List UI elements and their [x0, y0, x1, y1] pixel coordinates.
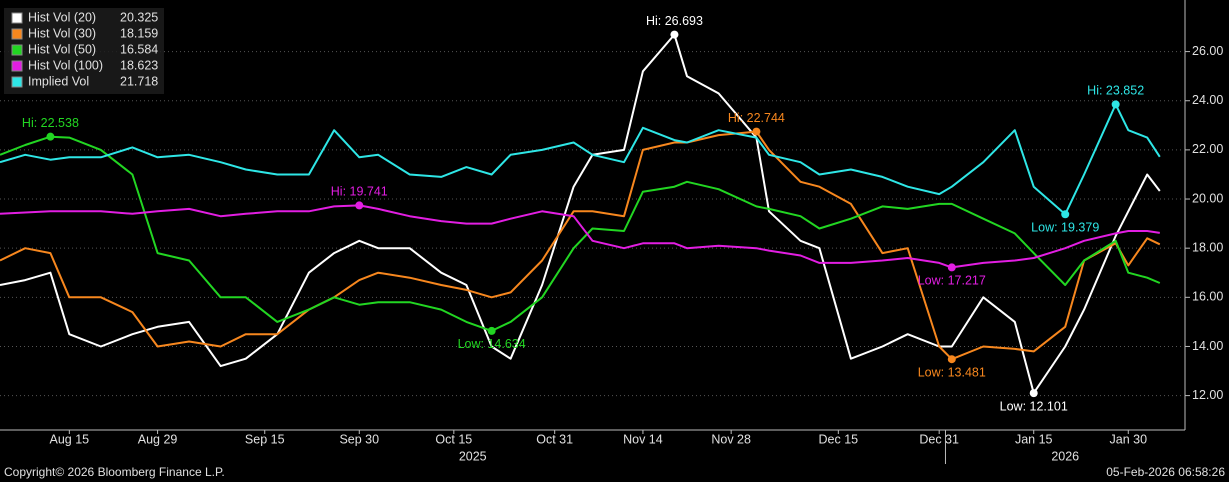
y-tick-label: 24.00 [1192, 93, 1223, 107]
legend-swatch [11, 28, 23, 40]
extreme-label: Low: 19.379 [1031, 221, 1099, 235]
x-tick-label: Aug 15 [50, 432, 90, 446]
x-tick-label: Nov 14 [623, 432, 663, 446]
y-tick-label: 18.00 [1192, 240, 1223, 254]
extreme-marker [752, 127, 761, 136]
y-tick-label: 26.00 [1192, 44, 1223, 58]
series-line [0, 103, 1161, 216]
x-tick-label: Jan 30 [1110, 432, 1148, 446]
legend-swatch [11, 12, 23, 24]
extreme-marker [947, 355, 956, 364]
x-tick-label: Sep 30 [339, 432, 379, 446]
y-tick-label: 16.00 [1192, 290, 1223, 304]
extreme-label: Hi: 19.741 [331, 185, 388, 199]
legend-label: Hist Vol (20) [28, 10, 96, 24]
timestamp: 05-Feb-2026 06:58:26 [1106, 465, 1225, 479]
x-tick-label: Oct 15 [435, 432, 472, 446]
legend-label: Implied Vol [28, 74, 89, 88]
x-tick-label: Dec 15 [819, 432, 859, 446]
legend-label: Hist Vol (50) [28, 42, 96, 56]
x-tick-label: Aug 29 [138, 432, 178, 446]
extreme-label: Low: 14.634 [458, 337, 526, 351]
x-tick-label: Nov 28 [711, 432, 751, 446]
y-tick-label: 14.00 [1192, 339, 1223, 353]
extreme-label: Hi: 22.538 [22, 116, 79, 130]
legend-box [4, 8, 164, 94]
extreme-marker [1029, 389, 1038, 398]
legend-value: 18.623 [120, 58, 158, 72]
x-tick-label: Dec 31 [919, 432, 959, 446]
x-tick-label: Oct 31 [536, 432, 573, 446]
y-tick-label: 20.00 [1192, 191, 1223, 205]
year-label: 2025 [459, 449, 487, 463]
x-tick-label: Jan 15 [1015, 432, 1053, 446]
legend-value: 20.325 [120, 10, 158, 24]
extreme-marker [46, 132, 55, 141]
copyright: Copyright© 2026 Bloomberg Finance L.P. [4, 465, 225, 479]
legend-label: Hist Vol (100) [28, 58, 103, 72]
series-line [0, 135, 1161, 332]
extreme-label: Low: 13.481 [918, 366, 986, 380]
extreme-marker [1111, 100, 1120, 109]
legend-value: 18.159 [120, 26, 158, 40]
year-label: 2026 [1051, 449, 1079, 463]
series-line [0, 130, 1161, 361]
legend-swatch [11, 44, 23, 56]
extreme-label: Hi: 26.693 [646, 14, 703, 28]
legend-value: 21.718 [120, 74, 158, 88]
series-line [0, 204, 1160, 269]
extreme-marker [670, 30, 679, 39]
extreme-marker [947, 263, 956, 272]
legend-value: 16.584 [120, 42, 158, 56]
extreme-label: Hi: 22.744 [728, 111, 785, 125]
extreme-label: Low: 17.217 [918, 274, 986, 288]
y-tick-label: 22.00 [1192, 142, 1223, 156]
extreme-marker [355, 201, 364, 210]
legend: Hist Vol (20) 20.325 Hist Vol (30) 18.159 Hi… [4, 8, 164, 94]
extreme-label: Low: 12.101 [1000, 399, 1068, 413]
extreme-marker [487, 326, 496, 335]
extreme-label: Hi: 23.852 [1087, 84, 1144, 98]
extreme-marker [1061, 210, 1070, 219]
x-tick-label: Sep 15 [245, 432, 285, 446]
legend-label: Hist Vol (30) [28, 26, 96, 40]
legend-swatch [11, 76, 23, 88]
y-tick-label: 12.00 [1192, 388, 1223, 402]
legend-swatch [11, 60, 23, 72]
